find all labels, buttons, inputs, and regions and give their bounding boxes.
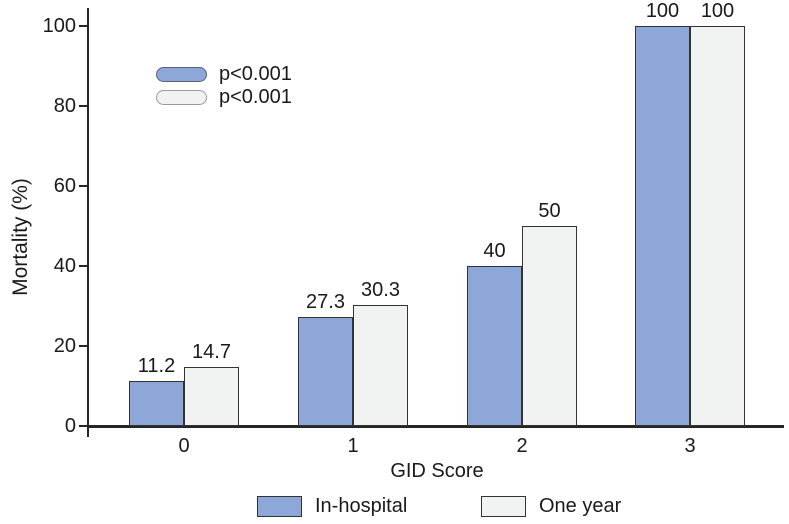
- y-tick-mark: [79, 265, 87, 267]
- bar-value-label: 11.2: [137, 355, 176, 377]
- in-hospital-pill-swatch: [156, 67, 207, 82]
- p-value-legend-row-one-year: p<0.001: [156, 86, 292, 109]
- bar-one-year-gid0: [184, 367, 239, 426]
- one-year-legend-label: One year: [539, 495, 622, 517]
- bar-in-hospital-gid3: [635, 26, 690, 426]
- y-tick-mark: [79, 345, 87, 347]
- y-tick-mark: [79, 105, 87, 107]
- bar-one-year-gid3: [690, 26, 745, 426]
- y-tick-label: 60: [53, 175, 76, 197]
- y-tick-label: 100: [42, 15, 76, 37]
- x-category-label: 3: [684, 435, 696, 457]
- p-value-label-one-year: p<0.001: [219, 86, 292, 108]
- p-value-legend-row-in-hospital: p<0.001: [156, 63, 292, 86]
- bar-in-hospital-gid0: [129, 381, 184, 426]
- one-year-legend-swatch: [481, 496, 526, 517]
- y-tick-label: 0: [64, 415, 76, 437]
- x-axis-title: GID Score: [390, 460, 484, 482]
- y-axis-line: [87, 8, 89, 437]
- in-hospital-legend-swatch: [257, 496, 302, 517]
- legend-item-one-year: One year: [481, 495, 621, 518]
- x-category-label: 0: [178, 435, 190, 457]
- x-axis-line: [87, 425, 784, 428]
- bar-value-label: 14.7: [192, 341, 231, 363]
- bar-value-label: 100: [700, 0, 735, 22]
- y-tick-mark: [79, 425, 87, 427]
- bar-one-year-gid2: [522, 226, 577, 426]
- p-value-legend: p<0.001 p<0.001: [156, 63, 292, 109]
- x-category-label: 2: [516, 435, 528, 457]
- in-hospital-legend-label: In-hospital: [315, 495, 408, 517]
- bar-value-label: 30.3: [361, 279, 400, 301]
- bar-one-year-gid1: [353, 305, 408, 426]
- y-tick-label: 20: [53, 335, 76, 357]
- bar-in-hospital-gid2: [467, 266, 522, 426]
- bar-value-label: 40: [483, 240, 506, 262]
- bar-value-label: 100: [645, 0, 680, 22]
- y-tick-label: 40: [53, 255, 76, 277]
- y-tick-mark: [79, 25, 87, 27]
- y-tick-mark: [79, 185, 87, 187]
- p-value-label-in-hospital: p<0.001: [219, 63, 292, 85]
- one-year-pill-swatch: [156, 90, 207, 105]
- x-category-label: 1: [347, 435, 359, 457]
- y-tick-label: 80: [53, 95, 76, 117]
- bar-value-label: 27.3: [306, 291, 345, 313]
- bar-in-hospital-gid1: [298, 317, 353, 426]
- legend-item-in-hospital: In-hospital: [257, 495, 407, 518]
- bar-value-label: 50: [538, 200, 561, 222]
